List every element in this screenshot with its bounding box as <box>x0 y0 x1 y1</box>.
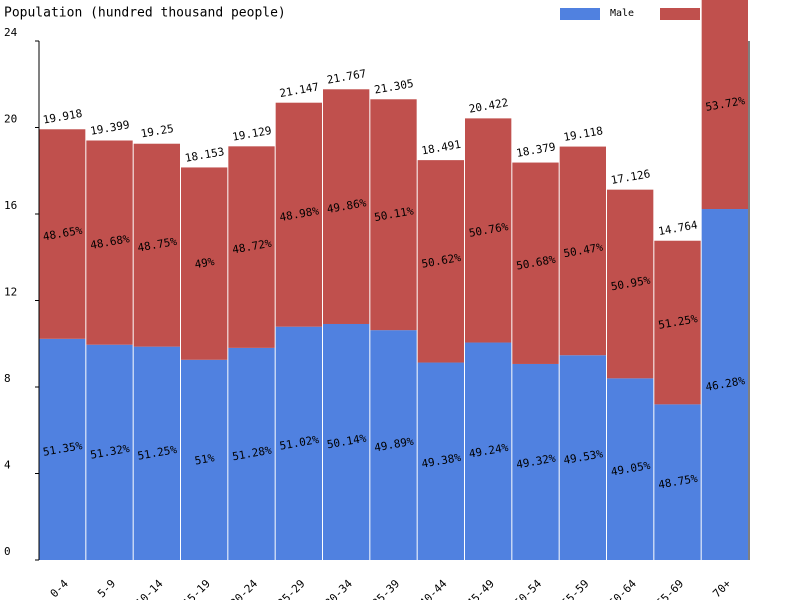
x-tick-label: 20-24 <box>228 577 261 600</box>
total-label: 17.126 <box>610 167 651 187</box>
y-tick-label: 8 <box>4 372 11 385</box>
x-tick-label: 15-19 <box>180 577 213 600</box>
bar-segment <box>701 0 748 210</box>
legend-label: Male <box>610 8 634 19</box>
bar-segment <box>607 378 654 560</box>
y-tick-label: 24 <box>4 26 18 39</box>
bar-segment <box>465 118 512 343</box>
total-label: 21.147 <box>279 80 320 100</box>
bar-segment <box>39 129 86 339</box>
bar-segment <box>86 140 133 345</box>
total-label: 19.918 <box>42 107 83 127</box>
bar-segment <box>133 346 180 560</box>
x-tick-label: 50-54 <box>512 577 545 600</box>
bar-segment <box>39 338 86 560</box>
x-tick-label: 40-44 <box>417 577 450 600</box>
total-label: 19.129 <box>231 124 272 144</box>
bar-segment <box>86 344 133 560</box>
bar-segment <box>512 162 559 364</box>
y-tick-label: 4 <box>4 459 11 472</box>
x-tick-label: 0-4 <box>48 577 72 600</box>
x-tick-label: 65-69 <box>654 577 687 600</box>
x-tick-label: 25-29 <box>275 577 308 600</box>
bar-segment <box>323 323 370 560</box>
bar-segment <box>654 404 701 560</box>
bar-segment <box>228 347 275 560</box>
bar-segment <box>181 167 228 360</box>
y-tick-label: 16 <box>4 199 17 212</box>
x-tick-label: 35-39 <box>370 577 403 600</box>
bar-segment <box>607 189 654 379</box>
x-tick-label: 10-14 <box>133 577 166 600</box>
y-tick-label: 12 <box>4 286 17 299</box>
bar-segment <box>559 146 606 356</box>
chart-title: Population (hundred thousand people) <box>4 6 286 21</box>
x-tick-label: 30-34 <box>322 577 355 600</box>
bar-segment <box>181 359 228 560</box>
total-label: 19.25 <box>140 122 175 141</box>
total-label: 20.422 <box>468 96 509 116</box>
bar-segment <box>133 143 180 347</box>
total-label: 14.764 <box>657 218 699 238</box>
x-tick-label: 55-59 <box>559 577 592 600</box>
total-label: 19.399 <box>89 118 130 138</box>
bar-segment <box>465 342 512 560</box>
percent-label: 49% <box>194 255 216 271</box>
total-label: 18.153 <box>184 145 225 165</box>
total-label: 18.379 <box>515 140 556 160</box>
bar-segment <box>275 102 322 327</box>
total-label: 19.118 <box>563 124 604 144</box>
bar-segment <box>512 363 559 560</box>
total-label: 21.305 <box>373 77 414 97</box>
total-label: 21.767 <box>326 67 367 87</box>
total-label: 18.491 <box>421 138 462 158</box>
legend-swatch <box>660 8 700 20</box>
y-tick-label: 20 <box>4 113 17 126</box>
bar-segment <box>417 362 464 560</box>
bar-segment <box>370 99 417 331</box>
bar-segment <box>275 326 322 560</box>
x-tick-label: 70+ <box>710 577 734 600</box>
y-tick-label: 0 <box>4 545 11 558</box>
percent-label: 51% <box>194 451 216 467</box>
x-tick-label: 5-9 <box>95 577 118 600</box>
bar-segment <box>417 160 464 363</box>
bar-segment <box>654 240 701 405</box>
bar-segment <box>228 146 275 348</box>
x-tick-label: 45-49 <box>464 577 497 600</box>
bar-segment <box>559 355 606 560</box>
x-tick-label: 60-64 <box>606 577 639 600</box>
bar-segment <box>701 209 748 560</box>
bar-segment <box>323 89 370 324</box>
legend-swatch <box>560 8 600 20</box>
bar-segment <box>370 330 417 560</box>
